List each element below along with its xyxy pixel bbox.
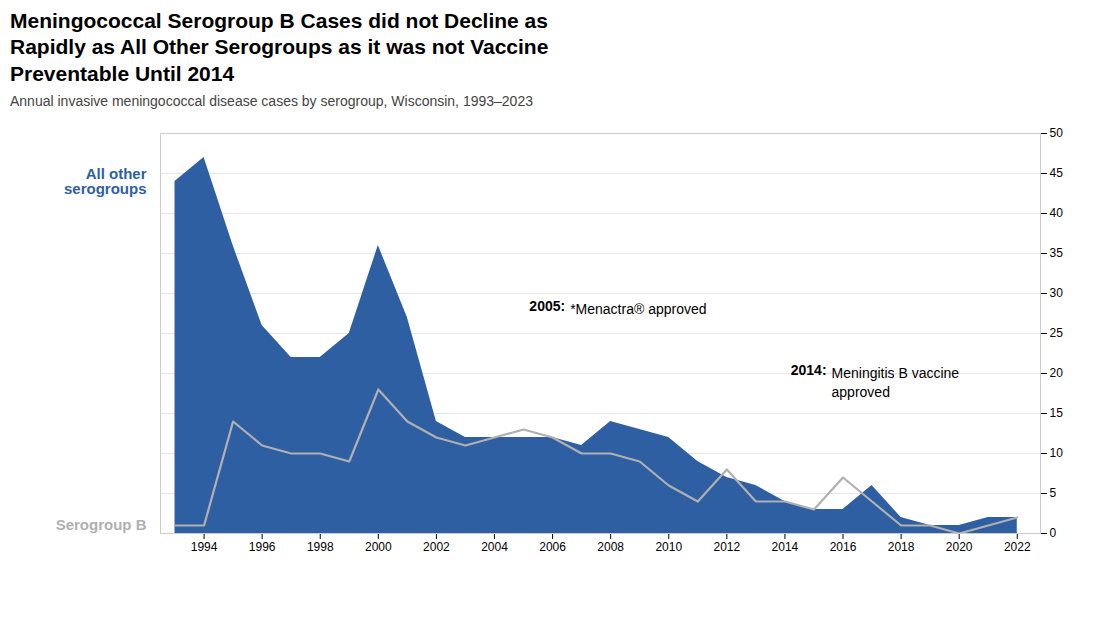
svg-text:5: 5 bbox=[1050, 486, 1057, 500]
svg-text:45: 45 bbox=[1050, 166, 1064, 180]
svg-text:2022: 2022 bbox=[1004, 540, 1031, 554]
svg-text:1996: 1996 bbox=[249, 540, 276, 554]
svg-text:2020: 2020 bbox=[946, 540, 973, 554]
svg-text:Meningitis B vaccineapproved: Meningitis B vaccineapproved bbox=[832, 365, 960, 399]
svg-text:2014: 2014 bbox=[772, 540, 799, 554]
svg-text:2005:: 2005: bbox=[529, 298, 565, 314]
svg-text:1994: 1994 bbox=[191, 540, 218, 554]
html-text:Meningococcal Serogroup B Case: Meningococcal Serogroup B Cases did not … bbox=[10, 9, 549, 85]
svg-text:2012: 2012 bbox=[713, 540, 740, 554]
svg-text:Serogroup B: Serogroup B bbox=[56, 516, 147, 533]
svg-text:2016: 2016 bbox=[830, 540, 857, 554]
svg-text:2000: 2000 bbox=[365, 540, 392, 554]
svg-text:15: 15 bbox=[1050, 406, 1064, 420]
svg-text:1998: 1998 bbox=[307, 540, 334, 554]
svg-text:20: 20 bbox=[1050, 366, 1064, 380]
svg-text:25: 25 bbox=[1050, 326, 1064, 340]
svg-text:10: 10 bbox=[1050, 446, 1064, 460]
svg-text:2002: 2002 bbox=[423, 540, 450, 554]
svg-text:2010: 2010 bbox=[655, 540, 682, 554]
svg-text:40: 40 bbox=[1050, 206, 1064, 220]
svg-text:2018: 2018 bbox=[888, 540, 915, 554]
svg-text:2004: 2004 bbox=[481, 540, 508, 554]
svg-text:0: 0 bbox=[1050, 526, 1057, 540]
svg-text:All otherserogroups: All otherserogroups bbox=[64, 165, 147, 197]
svg-text:35: 35 bbox=[1050, 246, 1064, 260]
svg-text:2006: 2006 bbox=[539, 540, 566, 554]
svg-text:30: 30 bbox=[1050, 286, 1064, 300]
svg-text:2014:: 2014: bbox=[791, 362, 827, 378]
svg-text:50: 50 bbox=[1050, 126, 1064, 140]
svg-text:2008: 2008 bbox=[597, 540, 624, 554]
html-text:Annual invasive meningococcal: Annual invasive meningococcal disease ca… bbox=[10, 92, 533, 109]
svg-text:*Menactra® approved: *Menactra® approved bbox=[570, 301, 706, 317]
